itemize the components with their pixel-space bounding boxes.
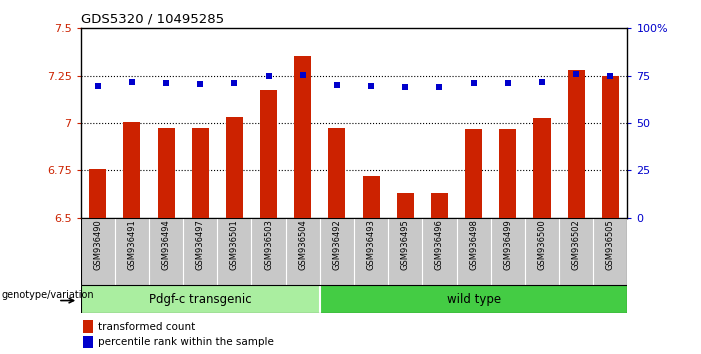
Text: GSM936494: GSM936494 (161, 219, 170, 270)
Text: GSM936492: GSM936492 (332, 219, 341, 270)
Point (229, 80, 240, 86)
Text: GSM936500: GSM936500 (538, 219, 547, 270)
Bar (525, 218, 559, 285)
Point (263, 73, 274, 79)
Point (126, 79, 137, 85)
Text: GSM936497: GSM936497 (196, 219, 205, 270)
Bar (456, 218, 491, 285)
Point (536, 79, 547, 85)
Text: GDS5320 / 10495285: GDS5320 / 10495285 (81, 13, 224, 26)
Bar (397, 193, 414, 218)
Text: percentile rank within the sample: percentile rank within the sample (98, 337, 274, 347)
Text: GSM936490: GSM936490 (93, 219, 102, 270)
Bar (320, 285, 644, 313)
Bar (123, 122, 140, 218)
Bar (559, 218, 593, 285)
Bar (499, 129, 517, 218)
Text: GSM936495: GSM936495 (401, 219, 410, 270)
Bar (533, 118, 550, 218)
Bar (354, 218, 388, 285)
Bar (217, 218, 252, 285)
Bar (183, 218, 217, 285)
Bar (83, 320, 93, 333)
Text: wild type: wild type (447, 293, 501, 306)
Bar (158, 128, 175, 218)
Bar (431, 194, 448, 218)
Bar (568, 70, 585, 218)
Point (161, 80, 172, 86)
Text: GSM936499: GSM936499 (503, 219, 512, 270)
Text: GSM936502: GSM936502 (571, 219, 580, 270)
Bar (83, 336, 93, 348)
Bar (115, 218, 149, 285)
Text: GSM936505: GSM936505 (606, 219, 615, 270)
Bar (89, 170, 107, 218)
Bar (226, 117, 243, 218)
Point (365, 83, 376, 89)
Point (502, 80, 513, 86)
Point (468, 80, 479, 86)
Bar (320, 218, 354, 285)
Bar (388, 218, 422, 285)
Point (332, 82, 343, 88)
Bar (191, 128, 209, 218)
Bar (252, 218, 286, 285)
Text: GSM936498: GSM936498 (469, 219, 478, 270)
Point (92, 83, 103, 89)
Bar (593, 218, 627, 285)
Bar (286, 218, 320, 285)
Bar (260, 90, 277, 218)
Bar (422, 218, 456, 285)
Text: GSM936496: GSM936496 (435, 219, 444, 270)
Bar (601, 76, 619, 218)
Text: transformed count: transformed count (98, 321, 196, 332)
Point (571, 71, 582, 76)
Text: genotype/variation: genotype/variation (1, 290, 94, 300)
Point (400, 84, 411, 90)
Bar (328, 128, 346, 218)
Text: GSM936501: GSM936501 (230, 219, 239, 270)
Bar (294, 56, 311, 218)
Bar (491, 218, 525, 285)
Bar (81, 285, 320, 313)
Point (195, 81, 206, 87)
Text: Pdgf-c transgenic: Pdgf-c transgenic (149, 293, 252, 306)
Point (297, 73, 308, 78)
Bar (465, 129, 482, 218)
Bar (149, 218, 183, 285)
Bar (362, 176, 380, 218)
Bar (81, 218, 115, 285)
Point (434, 84, 445, 90)
Text: GSM936491: GSM936491 (128, 219, 137, 270)
Text: GSM936493: GSM936493 (367, 219, 376, 270)
Text: GSM936504: GSM936504 (298, 219, 307, 270)
Text: GSM936503: GSM936503 (264, 219, 273, 270)
Point (605, 73, 616, 79)
